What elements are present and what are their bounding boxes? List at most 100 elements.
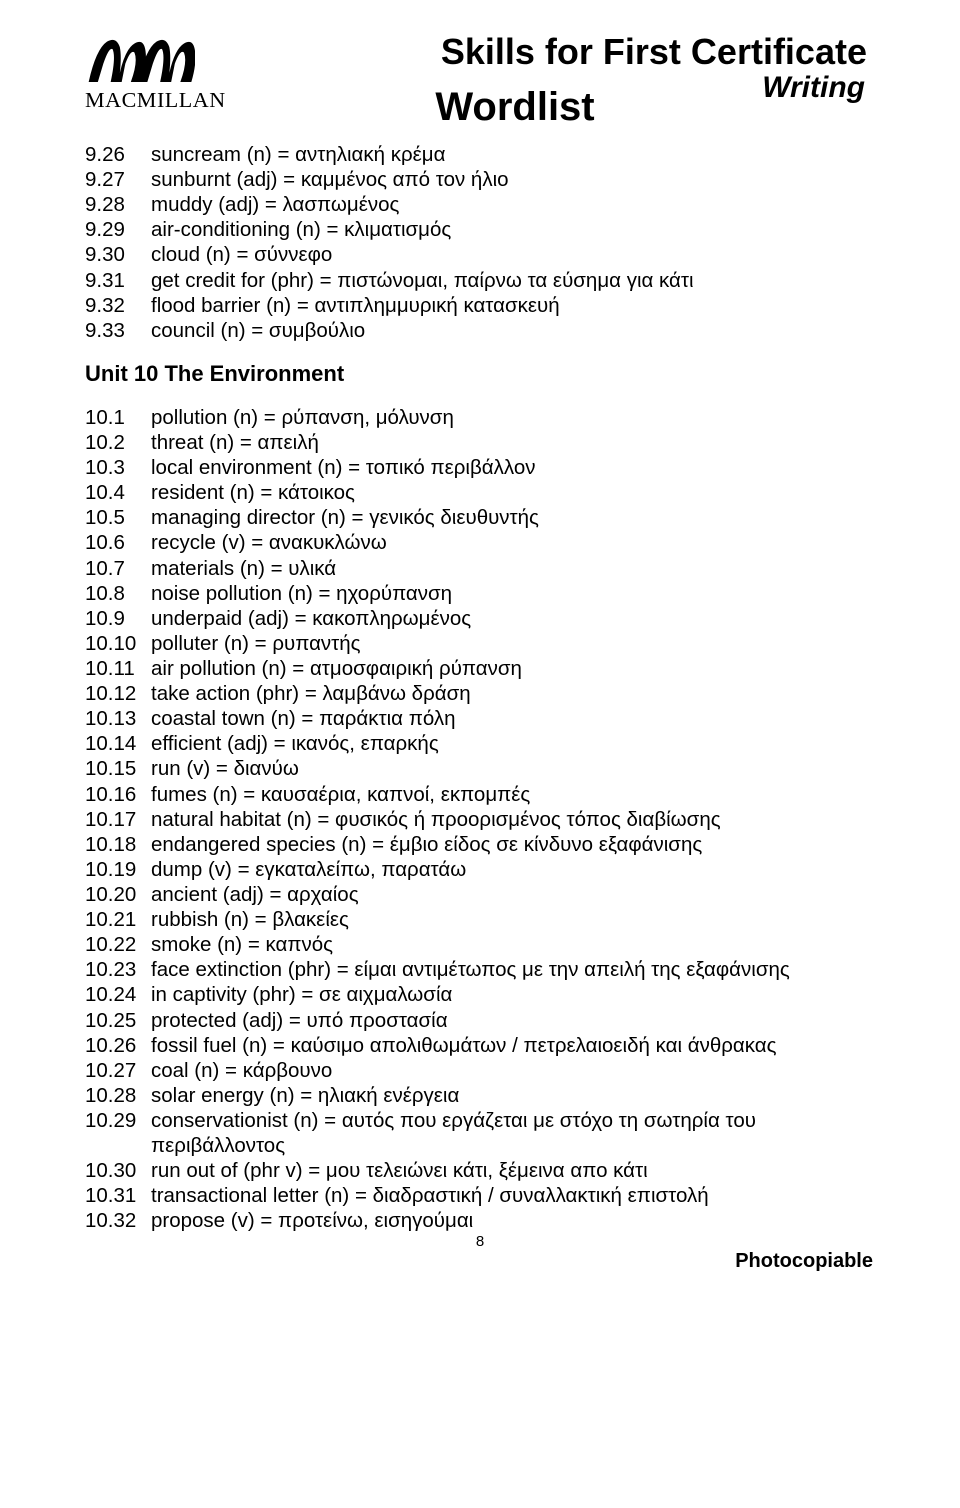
wordlist-entry: 10.3local environment (n) = τοπικό περιβ… xyxy=(85,455,875,480)
wordlist-entry: 10.32propose (v) = προτείνω, εισηγούμαι xyxy=(85,1208,875,1233)
macmillan-logo-icon xyxy=(85,32,195,88)
entry-text: propose (v) = προτείνω, εισηγούμαι xyxy=(151,1208,875,1233)
entry-text: threat (n) = απειλή xyxy=(151,430,875,455)
wordlist-entry: 10.5managing director (n) = γενικός διευ… xyxy=(85,505,875,530)
entry-number: 9.31 xyxy=(85,268,151,293)
entry-number: 10.6 xyxy=(85,530,151,555)
entry-text: materials (n) = υλικά xyxy=(151,556,875,581)
entry-text: endangered species (n) = έμβιο είδος σε … xyxy=(151,832,875,857)
wordlist-entry: 10.31transactional letter (n) = διαδραστ… xyxy=(85,1183,875,1208)
entry-number: 10.20 xyxy=(85,882,151,907)
entry-text: transactional letter (n) = διαδραστική /… xyxy=(151,1183,875,1208)
entries-block-2: 10.1pollution (n) = ρύπανση, μόλυνση10.2… xyxy=(85,405,875,1234)
entry-number: 10.25 xyxy=(85,1008,151,1033)
entry-text: ancient (adj) = αρχαίος xyxy=(151,882,875,907)
entry-text: resident (n) = κάτοικος xyxy=(151,480,875,505)
entry-number: 10.23 xyxy=(85,957,151,982)
entry-number: 10.24 xyxy=(85,982,151,1007)
entry-text: efficient (adj) = ικανός, επαρκής xyxy=(151,731,875,756)
wordlist-entry: 10.4resident (n) = κάτοικος xyxy=(85,480,875,505)
wordlist-entry: 10.30run out of (phr v) = μου τελειώνει … xyxy=(85,1158,875,1183)
wordlist-entry: 9.31get credit for (phr) = πιστώνομαι, π… xyxy=(85,268,875,293)
entry-text: fumes (n) = καυσαέρια, καπνοί, εκπομπές xyxy=(151,782,875,807)
entry-number: 10.31 xyxy=(85,1183,151,1208)
entry-text: coal (n) = κάρβουνο xyxy=(151,1058,875,1083)
wordlist-entry: 10.16fumes (n) = καυσαέρια, καπνοί, εκπο… xyxy=(85,782,875,807)
entry-number: 9.27 xyxy=(85,167,151,192)
wordlist-entry: 10.29conservationist (n) = αυτός που εργ… xyxy=(85,1108,875,1158)
entry-text: run (v) = διανύω xyxy=(151,756,875,781)
entry-number: 10.15 xyxy=(85,756,151,781)
entry-number: 10.3 xyxy=(85,455,151,480)
wordlist-entry: 9.29air-conditioning (n) = κλιματισμός xyxy=(85,217,875,242)
unit-heading: Unit 10 The Environment xyxy=(85,361,875,387)
wordlist-entry: 10.17natural habitat (n) = φυσικός ή προ… xyxy=(85,807,875,832)
wordlist-entry: 10.26fossil fuel (n) = καύσιμο απολιθωμά… xyxy=(85,1033,875,1058)
wordlist-entry: 10.6recycle (v) = ανακυκλώνω xyxy=(85,530,875,555)
entry-number: 10.21 xyxy=(85,907,151,932)
entry-text: pollution (n) = ρύπανση, μόλυνση xyxy=(151,405,875,430)
entry-number: 10.26 xyxy=(85,1033,151,1058)
entry-number: 10.13 xyxy=(85,706,151,731)
entry-number: 9.29 xyxy=(85,217,151,242)
entry-text: council (n) = συμβούλιο xyxy=(151,318,875,343)
entry-text: managing director (n) = γενικός διευθυντ… xyxy=(151,505,875,530)
entry-text: solar energy (n) = ηλιακή ενέργεια xyxy=(151,1083,875,1108)
entry-number: 10.7 xyxy=(85,556,151,581)
entry-text: recycle (v) = ανακυκλώνω xyxy=(151,530,875,555)
entry-number: 10.5 xyxy=(85,505,151,530)
wordlist-entry: 10.19dump (v) = εγκαταλείπω, παρατάω xyxy=(85,857,875,882)
wordlist-entry: 10.28solar energy (n) = ηλιακή ενέργεια xyxy=(85,1083,875,1108)
entry-text: rubbish (n) = βλακείες xyxy=(151,907,875,932)
entry-number: 10.16 xyxy=(85,782,151,807)
entry-number: 10.17 xyxy=(85,807,151,832)
publisher-name: MACMILLAN xyxy=(85,88,226,113)
entry-text: air-conditioning (n) = κλιματισμός xyxy=(151,217,875,242)
entry-text: get credit for (phr) = πιστώνομαι, παίρν… xyxy=(151,268,875,293)
entry-text: natural habitat (n) = φυσικός ή προορισμ… xyxy=(151,807,875,832)
wordlist-entry: 10.15run (v) = διανύω xyxy=(85,756,875,781)
wordlist-entry: 10.12take action (phr) = λαμβάνω δράση xyxy=(85,681,875,706)
entry-text: flood barrier (n) = αντιπλημμυρική κατασ… xyxy=(151,293,875,318)
entry-number: 10.30 xyxy=(85,1158,151,1183)
entry-text: local environment (n) = τοπικό περιβάλλο… xyxy=(151,455,875,480)
entry-text: suncream (n) = αντηλιακή κρέμα xyxy=(151,142,875,167)
entry-text: in captivity (phr) = σε αιχμαλωσία xyxy=(151,982,875,1007)
entry-number: 10.19 xyxy=(85,857,151,882)
entry-number: 10.2 xyxy=(85,430,151,455)
wordlist-entry: 9.30cloud (n) = σύννεφο xyxy=(85,242,875,267)
page: MACMILLAN Skills for First Certificate W… xyxy=(0,0,960,1508)
wordlist-entry: 10.2threat (n) = απειλή xyxy=(85,430,875,455)
entry-text: fossil fuel (n) = καύσιμο απολιθωμάτων /… xyxy=(151,1033,875,1058)
entry-number: 9.30 xyxy=(85,242,151,267)
wordlist-entry: 10.21rubbish (n) = βλακείες xyxy=(85,907,875,932)
publisher-logo: MACMILLAN xyxy=(85,32,219,113)
entry-text: air pollution (n) = ατμοσφαιρική ρύπανση xyxy=(151,656,875,681)
entry-text: smoke (n) = καπνός xyxy=(151,932,875,957)
entry-text: underpaid (adj) = κακοπληρωμένος xyxy=(151,606,875,631)
entry-number: 10.27 xyxy=(85,1058,151,1083)
wordlist-entry: 10.8noise pollution (n) = ηχορύπανση xyxy=(85,581,875,606)
wordlist-entry: 10.1pollution (n) = ρύπανση, μόλυνση xyxy=(85,405,875,430)
entry-text: face extinction (phr) = είμαι αντιμέτωπο… xyxy=(151,957,875,982)
entry-text: dump (v) = εγκαταλείπω, παρατάω xyxy=(151,857,875,882)
entry-text: noise pollution (n) = ηχορύπανση xyxy=(151,581,875,606)
entry-number: 10.8 xyxy=(85,581,151,606)
entry-text: cloud (n) = σύννεφο xyxy=(151,242,875,267)
wordlist-entry: 10.25protected (adj) = υπό προστασία xyxy=(85,1008,875,1033)
entry-text: muddy (adj) = λασπωμένος xyxy=(151,192,875,217)
entry-text: conservationist (n) = αυτός που εργάζετα… xyxy=(151,1108,875,1158)
wordlist-entry: 10.10polluter (n) = ρυπαντής xyxy=(85,631,875,656)
wordlist-entry: 9.32flood barrier (n) = αντιπλημμυρική κ… xyxy=(85,293,875,318)
entry-number: 10.28 xyxy=(85,1083,151,1108)
entry-number: 9.26 xyxy=(85,142,151,167)
document-title: Skills for First Certificate xyxy=(239,32,867,72)
wordlist-entry: 10.24in captivity (phr) = σε αιχμαλωσία xyxy=(85,982,875,1007)
entry-text: sunburnt (adj) = καμμένος από τον ήλιο xyxy=(151,167,875,192)
entry-number: 10.9 xyxy=(85,606,151,631)
entry-number: 10.18 xyxy=(85,832,151,857)
entry-number: 10.4 xyxy=(85,480,151,505)
wordlist-entry: 10.13coastal town (n) = παράκτια πόλη xyxy=(85,706,875,731)
entry-number: 10.29 xyxy=(85,1108,151,1158)
entry-text: polluter (n) = ρυπαντής xyxy=(151,631,875,656)
